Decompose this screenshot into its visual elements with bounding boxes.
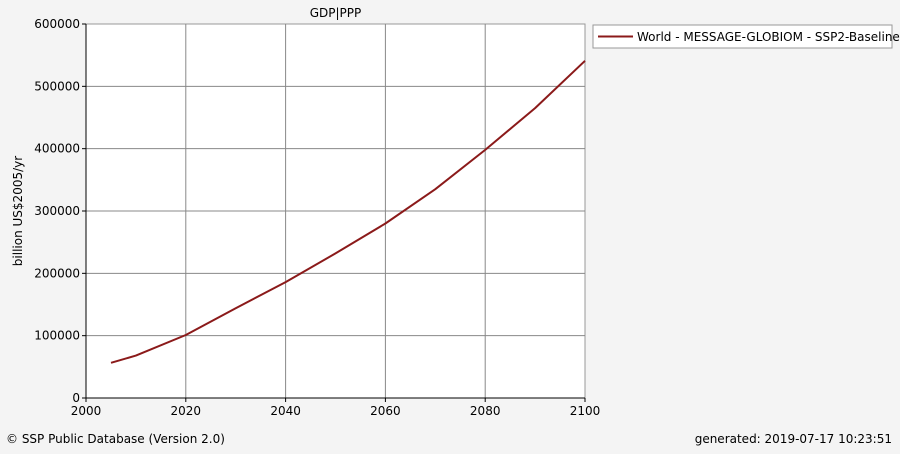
x-tick-label: 2100 <box>570 404 601 418</box>
chart-title: GDP|PPP <box>310 6 362 20</box>
y-axis-label: billion US$2005/yr <box>11 156 25 266</box>
y-tick-label: 600000 <box>34 17 80 31</box>
x-tick-label: 2060 <box>370 404 401 418</box>
x-tick-label: 2040 <box>270 404 301 418</box>
x-tick-label: 2000 <box>71 404 102 418</box>
y-tick-label: 300000 <box>34 204 80 218</box>
y-tick-label: 100000 <box>34 329 80 343</box>
y-tick-label: 400000 <box>34 142 80 156</box>
series-line <box>110 60 586 364</box>
legend-label: World - MESSAGE-GLOBIOM - SSP2-Baseline <box>637 30 900 44</box>
y-tick-label: 200000 <box>34 266 80 280</box>
legend: World - MESSAGE-GLOBIOM - SSP2-Baseline <box>592 24 900 49</box>
source-credit: © SSP Public Database (Version 2.0) <box>6 432 225 446</box>
series-layer <box>110 60 586 364</box>
legend-box <box>592 24 893 49</box>
generated-timestamp: generated: 2019-07-17 10:23:51 <box>694 432 892 446</box>
x-tick-label: 2080 <box>470 404 501 418</box>
y-tick-label: 0 <box>72 391 80 405</box>
axes: 2000 2020 2040 2060 2080 2100 0 100000 200000 300… <box>34 17 600 418</box>
x-tick-label: 2020 <box>171 404 202 418</box>
y-tick-label: 500000 <box>34 79 80 93</box>
